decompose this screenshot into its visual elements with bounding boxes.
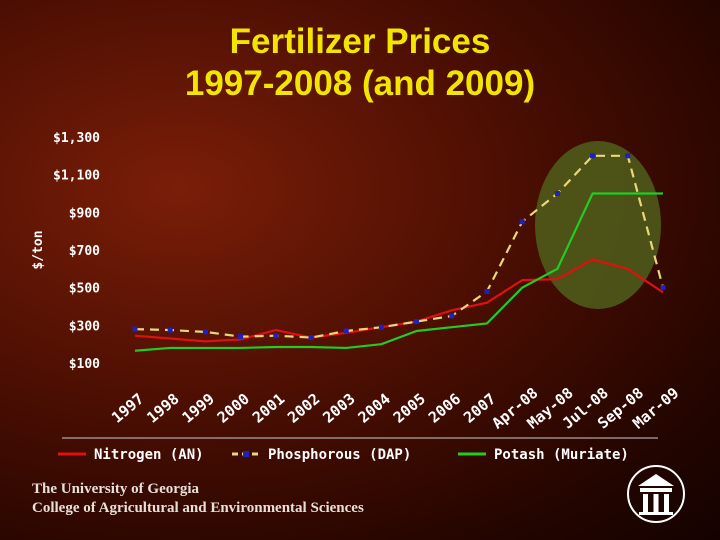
arch-icon (627, 465, 685, 523)
data-point (625, 153, 631, 159)
y-tick-label: $500 (69, 282, 100, 297)
series-line-0 (134, 258, 664, 343)
data-point (554, 191, 560, 196)
y-tick-label: $300 (69, 319, 100, 334)
page-title: Fertilizer Prices (229, 22, 491, 61)
x-tick-label: 2001 (249, 390, 288, 427)
data-point (660, 285, 666, 291)
data-point (308, 335, 314, 341)
legend-label: Nitrogen (AN) (94, 447, 204, 463)
y-axis-label: $/ton (31, 230, 46, 269)
data-point (484, 288, 490, 294)
x-tick-label: 2005 (390, 390, 429, 427)
x-tick-label: 2002 (284, 390, 323, 427)
data-point (414, 319, 420, 325)
x-tick-label: 1998 (143, 390, 182, 427)
data-point (238, 334, 244, 340)
footer-college: College of Agricultural and Environmenta… (32, 500, 364, 516)
legend-marker (243, 451, 249, 457)
data-point (519, 219, 525, 225)
data-point (449, 313, 455, 319)
legend-label: Phosphorous (DAP) (268, 447, 411, 463)
data-point (132, 326, 138, 332)
x-tick-label: 2000 (214, 390, 253, 427)
y-tick-label: $1,100 (53, 169, 100, 184)
series-line-1 (134, 154, 665, 339)
data-point (590, 153, 596, 159)
x-tick-label: 2006 (425, 390, 464, 427)
x-tick-label: 2004 (355, 390, 394, 427)
page-subtitle: 1997-2008 (and 2009) (184, 64, 536, 103)
data-point (202, 329, 208, 335)
x-tick-label: 1999 (179, 390, 218, 427)
y-tick-label: $1,300 (53, 131, 100, 146)
price-chart: $100 $300 $500 $700 $900 $1,100 $1,300 $/ton 199… (31, 131, 666, 463)
data-point (378, 324, 384, 330)
x-tick-label: 1997 (108, 390, 147, 427)
legend-label: Potash (Muriate) (494, 447, 629, 463)
y-tick-label: $100 (69, 357, 100, 372)
x-tick-label: 2003 (319, 390, 358, 427)
y-tick-label: $900 (69, 206, 100, 221)
y-tick-label: $700 (69, 244, 100, 259)
data-point (273, 333, 279, 339)
series-line-2 (134, 192, 663, 352)
highlight-circle (535, 141, 661, 309)
footer-university: The University of Georgia (32, 481, 200, 497)
data-point (343, 328, 349, 334)
data-point (167, 327, 173, 333)
